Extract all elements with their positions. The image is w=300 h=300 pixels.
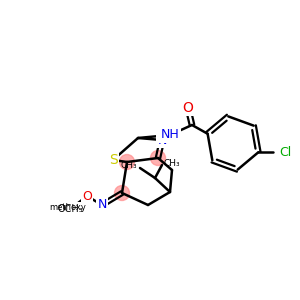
Text: S: S bbox=[109, 153, 117, 167]
Text: methoxy: methoxy bbox=[50, 202, 86, 211]
Text: Cl: Cl bbox=[279, 146, 292, 159]
Text: O: O bbox=[82, 190, 92, 202]
Circle shape bbox=[115, 185, 130, 200]
Text: CH₃: CH₃ bbox=[163, 158, 180, 167]
Text: NH: NH bbox=[160, 128, 179, 142]
Circle shape bbox=[151, 151, 166, 166]
Circle shape bbox=[119, 154, 134, 169]
Text: OCH₃: OCH₃ bbox=[57, 204, 83, 214]
Text: N: N bbox=[97, 199, 107, 212]
Text: O: O bbox=[183, 101, 194, 115]
Text: CH₃: CH₃ bbox=[120, 161, 137, 170]
Text: N: N bbox=[157, 134, 167, 146]
